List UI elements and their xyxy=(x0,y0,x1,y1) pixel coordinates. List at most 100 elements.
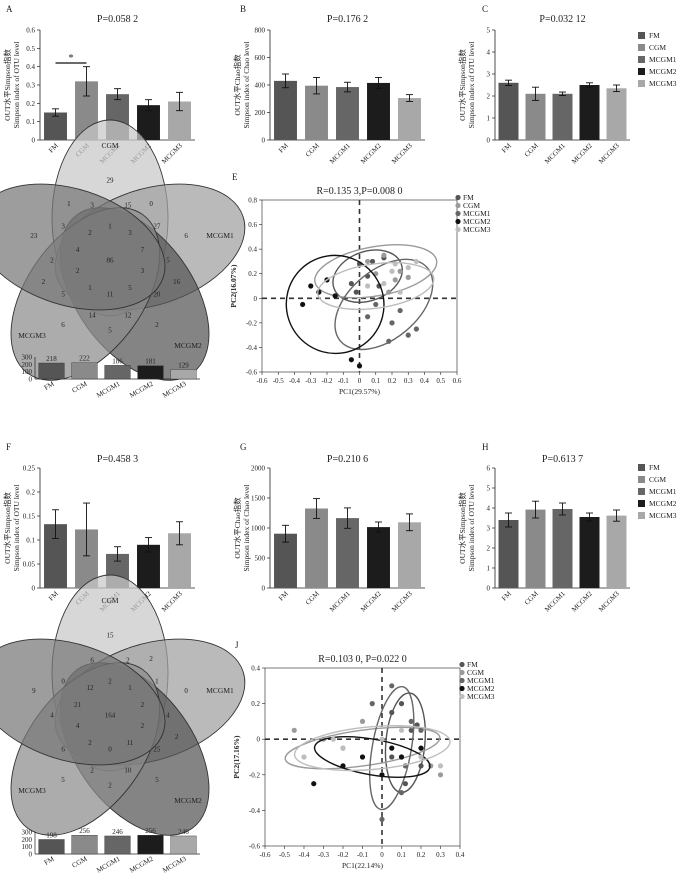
legend-label: MCGM2 xyxy=(649,499,677,508)
y-tick-label: -0.2 xyxy=(249,771,261,779)
venn-count: 4 xyxy=(50,712,54,720)
venn-count: 5 xyxy=(61,291,65,299)
point-fm xyxy=(369,258,376,265)
legend-dot-mcgm3 xyxy=(455,226,461,233)
point-mcgm2 xyxy=(356,363,363,369)
y-tick-label: 0 xyxy=(262,585,266,593)
legend-dot-fm xyxy=(459,661,465,668)
bar-mcgm3 xyxy=(606,88,627,140)
y-axis-label-cn: OUT水平Chao指数 xyxy=(232,54,242,116)
inset-bar-mcgm1 xyxy=(104,365,131,380)
venn-count: 2 xyxy=(90,767,94,775)
venn-set-label: MCGM2 xyxy=(174,341,202,350)
confidence-ellipse-cgm xyxy=(284,726,441,770)
y-tick-label: 6 xyxy=(487,465,491,473)
inset-bar-value: 218 xyxy=(46,355,57,363)
venn-count: 0 xyxy=(108,746,112,754)
y-tick-label: 3 xyxy=(487,525,491,533)
inset-x-tick-label: MCGM3 xyxy=(161,855,188,875)
y-tick-label: 1 xyxy=(487,565,491,573)
y-axis-label-cn: OUT水平Simpson指数 xyxy=(2,49,12,121)
legend-swatch-mcgm1 xyxy=(638,56,645,63)
point-cgm xyxy=(437,772,444,778)
point-mcgm2 xyxy=(311,781,317,787)
point-fm xyxy=(402,781,408,787)
bar-mcgm2 xyxy=(137,105,160,140)
inset-x-tick-label: CGM xyxy=(71,379,89,394)
y-tick-label: 0.4 xyxy=(26,63,35,71)
panel-j: J R=0.103 0, P=0.022 0 -0.6 -0.5 -0.4 -0.3 -0.… xyxy=(232,640,495,870)
y-tick-label: 0 xyxy=(257,736,261,744)
x-tick-label: 0.1 xyxy=(371,377,380,385)
y-tick-label: 1500 xyxy=(251,495,266,503)
bar-fm xyxy=(274,80,297,140)
x-tick-label: 0.4 xyxy=(420,377,429,385)
point-fm xyxy=(353,289,359,295)
point-mcgm1 xyxy=(408,718,414,725)
point-cgm xyxy=(359,718,366,725)
inset-bar-cgm xyxy=(71,362,98,380)
legend-dot-cgm xyxy=(459,669,465,676)
y-tick-label: 2 xyxy=(487,545,491,553)
venn-count: 2 xyxy=(108,782,112,790)
panel-title: P=0.032 12 xyxy=(539,14,585,25)
point-cgm xyxy=(405,274,411,280)
point-mcgm2 xyxy=(389,745,395,751)
venn-count: 3 xyxy=(90,201,94,209)
y-tick-label: -0.6 xyxy=(249,843,261,851)
legend-swatch-mcgm1 xyxy=(638,488,645,495)
venn-count: 2 xyxy=(76,267,80,275)
bar-fm xyxy=(498,82,519,140)
y-tick-label: 0.15 xyxy=(23,513,36,521)
y-tick-label: 2000 xyxy=(251,465,266,473)
legend-swatch-mcgm2 xyxy=(638,500,645,507)
y-axis-label: Simpson index of OTU level xyxy=(12,42,21,129)
venn-set-label: CGM xyxy=(101,596,118,605)
panel-label: H xyxy=(482,442,489,452)
y-axis-label-cn: OUT水平Simpson指数 xyxy=(2,492,12,564)
point-cgm xyxy=(392,277,398,283)
point-cgm xyxy=(397,268,403,274)
y-tick-label: 400 xyxy=(255,82,266,90)
venn-count: 6 xyxy=(61,746,65,754)
point-mcgm3 xyxy=(379,736,385,742)
venn-count: 5 xyxy=(61,776,65,784)
x-tick-label: 0.4 xyxy=(456,851,465,859)
y-axis-label: PC2(17.16%) xyxy=(232,735,241,779)
point-mcgm2 xyxy=(300,301,306,308)
panel-title: P=0.210 6 xyxy=(327,454,368,465)
y-tick-label: 0.2 xyxy=(26,489,35,497)
y-tick-label: 600 xyxy=(255,54,266,62)
venn-count: 2 xyxy=(50,257,54,265)
confidence-ellipse-mcgm2 xyxy=(285,254,385,355)
x-tick-label: 0.3 xyxy=(404,377,413,385)
inset-y-tick-label: 300 xyxy=(22,829,33,837)
bar-fm xyxy=(274,533,297,588)
legend-swatch-fm xyxy=(638,32,645,39)
point-mcgm1 xyxy=(373,301,379,308)
point-mcgm2 xyxy=(340,763,346,769)
bar-fm xyxy=(498,520,519,588)
legend-swatch-cgm xyxy=(638,476,645,483)
y-tick-label: 0 xyxy=(32,137,36,145)
inset-x-tick-label: FM xyxy=(43,379,56,391)
legend-swatch-mcgm3 xyxy=(638,80,645,87)
venn-count: 15 xyxy=(107,632,115,640)
venn-count: 20 xyxy=(153,291,161,299)
point-fm xyxy=(398,701,405,707)
point-mcgm2 xyxy=(348,357,354,363)
venn-count: 2 xyxy=(155,321,159,329)
venn-set-label: MCGM3 xyxy=(18,786,46,795)
y-axis-label: PC2(16.07%) xyxy=(229,264,238,308)
x-tick-label: -0.4 xyxy=(289,377,301,385)
x-tick-label: -0.1 xyxy=(338,377,350,385)
point-fm xyxy=(348,280,354,287)
venn-count: 14 xyxy=(89,312,97,320)
x-tick-label: 0.5 xyxy=(436,377,445,385)
y-tick-label: -0.4 xyxy=(246,344,258,352)
y-tick-label: 5 xyxy=(487,485,491,493)
venn-count: 2 xyxy=(175,733,179,741)
bar-mcgm1 xyxy=(336,87,359,140)
bar-mcgm3 xyxy=(606,515,627,588)
